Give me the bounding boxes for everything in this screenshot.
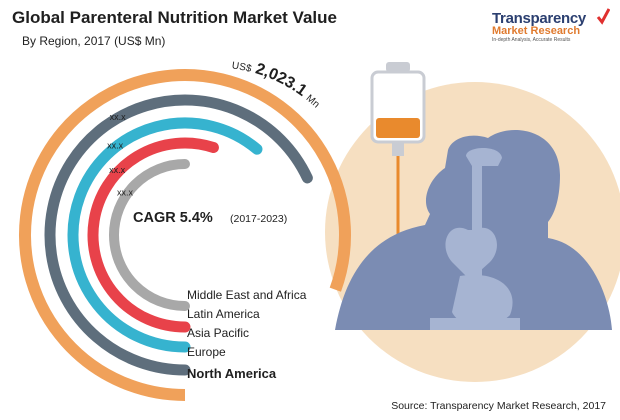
arc-latin-america xyxy=(87,137,219,333)
value-label-asia-pacific: xx.x xyxy=(107,140,124,150)
illustration xyxy=(325,62,620,382)
arc-north-america xyxy=(19,69,351,401)
value-label-europe: xx.x xyxy=(110,112,127,122)
arc-asia-pacific xyxy=(67,117,263,353)
legend-item-north-america: North America xyxy=(187,366,277,381)
company-logo: Transparency Market Research In-depth An… xyxy=(492,8,612,43)
source-note: Source: Transparency Market Research, 20… xyxy=(391,400,606,412)
checkmark-icon xyxy=(596,8,610,25)
cagr-period: (2017-2023) xyxy=(230,213,287,225)
legend-item-latin-america: Latin America xyxy=(187,307,260,321)
cagr-label: CAGR 5.4% xyxy=(133,210,213,226)
legend-item-middle-east-and-africa: Middle East and Africa xyxy=(187,288,307,302)
arc-middle-east-and-africa xyxy=(109,159,190,311)
chart-subtitle: By Region, 2017 (US$ Mn) xyxy=(22,34,166,48)
human-body-icon xyxy=(335,130,612,330)
legend-item-asia-pacific: Asia Pacific xyxy=(187,326,250,340)
legend-item-europe: Europe xyxy=(187,345,226,359)
radial-bars xyxy=(19,69,351,401)
arc-europe xyxy=(44,94,313,376)
value-labels: xx.x xx.x xx.x xx.x xyxy=(107,112,133,197)
value-label-latin-america: xx.x xyxy=(109,165,126,175)
value-label-middle-east-and-africa: xx.x xyxy=(117,187,134,197)
chart-title: Global Parenteral Nutrition Market Value xyxy=(12,8,337,27)
